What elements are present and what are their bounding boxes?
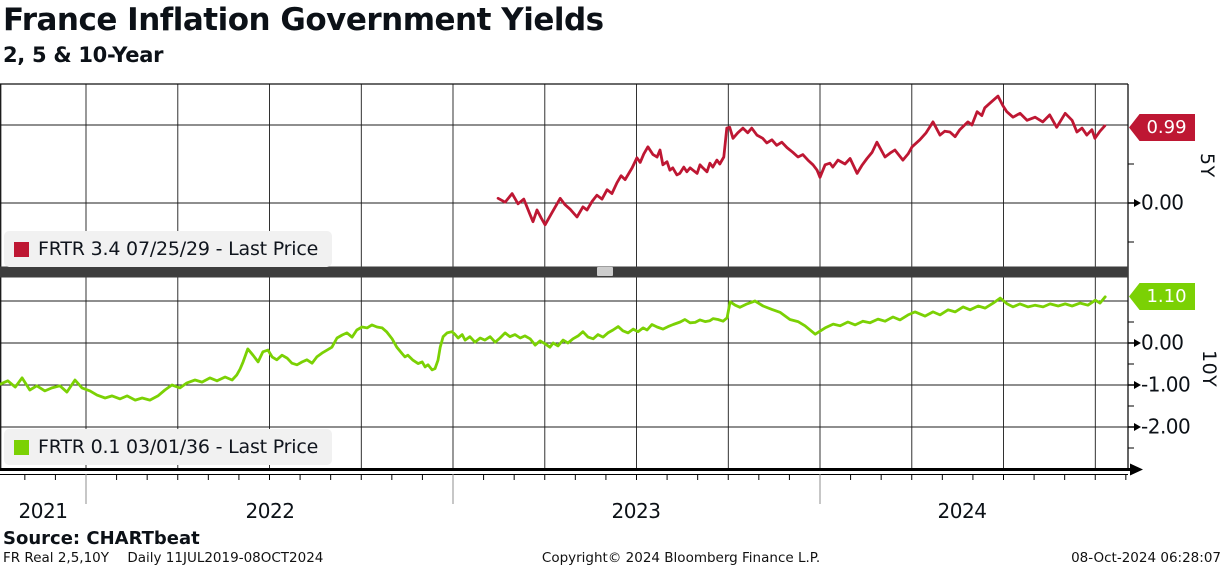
page-title: France Inflation Government Yields [3,2,604,38]
x-axis-year-2022: 2022 [245,499,295,523]
series-line-5y [496,94,1107,227]
page-subtitle: 2, 5 & 10-Year [3,43,164,67]
x-axis-year-2024: 2024 [937,499,987,523]
x-axis [0,463,1143,504]
panel-axis-name-10y: 10Y [1198,350,1220,388]
legend-5y[interactable]: FRTR 3.4 07/25/29 - Last Price [4,231,333,267]
panel-resize-handle[interactable] [597,267,613,276]
y-axis-label-10y-1: -1.00 [1141,372,1191,397]
panel-axis-name-5y: 5Y [1196,153,1218,178]
legend-swatch-5y-icon [14,241,29,257]
chart-meta: FR Real 2,5,10Y Daily 11JUL2019-08OCT202… [3,550,323,566]
chart-meta-securities: FR Real 2,5,10Y [3,550,110,566]
panel-separator-bar [0,266,1128,278]
y-axis-label-10y-2: -2.00 [1141,414,1191,439]
legend-swatch-10y-icon [14,439,29,455]
y-axis-label-5y-0: 0.00 [1141,190,1184,215]
y-axis-label-10y-0: 0.00 [1141,330,1184,355]
timestamp: 08-Oct-2024 06:28:07 [1071,550,1221,566]
legend-label-5y: FRTR 3.4 07/25/29 - Last Price [38,238,319,260]
x-axis-year-2023: 2023 [611,499,661,523]
copyright-text: Copyright© 2024 Bloomberg Finance L.P. [541,550,821,566]
source-label: Source: CHARTbeat [3,528,200,549]
last-price-tag-10y: 1.10 [1129,283,1195,310]
series-line-10y [0,295,1107,402]
gridlines [0,84,1128,469]
legend-label-10y: FRTR 0.1 03/01/36 - Last Price [38,436,319,458]
legend-10y[interactable]: FRTR 0.1 03/01/36 - Last Price [4,429,333,465]
x-axis-year-2021: 2021 [18,499,68,523]
right-axis-ticks [1128,163,1141,449]
last-price-tag-5y: 0.99 [1129,114,1195,141]
chart-meta-range: Daily 11JUL2019-08OCT2024 [127,550,324,566]
